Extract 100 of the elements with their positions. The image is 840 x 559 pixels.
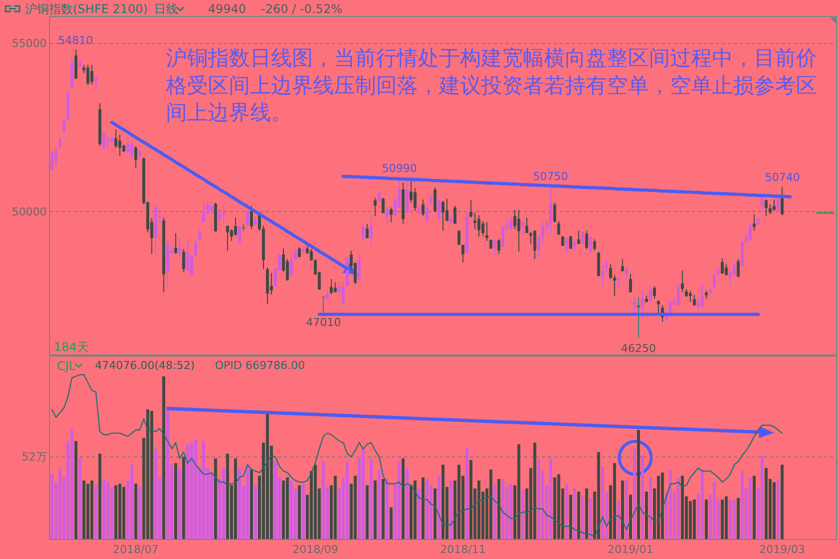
candlestick xyxy=(688,290,692,303)
candlestick xyxy=(162,217,166,293)
candlestick xyxy=(621,258,624,272)
candlestick xyxy=(525,217,528,234)
candlestick xyxy=(70,56,74,89)
bar xyxy=(764,468,768,539)
bar xyxy=(90,480,94,539)
candlestick xyxy=(450,215,452,225)
candlestick xyxy=(418,205,421,218)
candlestick xyxy=(772,198,776,212)
bar xyxy=(589,498,592,539)
bar xyxy=(370,458,373,539)
bar xyxy=(501,478,504,539)
candlestick xyxy=(533,230,536,260)
candlestick xyxy=(756,217,760,226)
bar xyxy=(334,476,337,539)
annotation: 184天 xyxy=(54,340,89,354)
bar xyxy=(102,478,106,539)
x-tick-label: 2018/07 xyxy=(112,543,159,556)
candlestick xyxy=(692,294,696,306)
candlestick xyxy=(565,237,568,254)
candlestick xyxy=(194,238,198,258)
bar xyxy=(314,464,317,539)
bar xyxy=(649,477,652,539)
bar xyxy=(660,472,664,539)
candlestick xyxy=(294,248,297,260)
candlestick xyxy=(402,182,405,225)
candlestick xyxy=(712,272,716,288)
candlestick xyxy=(648,285,652,302)
annotation: 沪铜指数日线图，当前行情处于构建宽幅横向盘整区间过程中，目前价格受区间上边界线压制回落，建议投资者若持有空单，空单止损参考区间上边界线。 xyxy=(165,46,817,125)
bar xyxy=(134,484,138,539)
bar xyxy=(573,488,576,539)
candlestick xyxy=(214,202,218,232)
candlestick xyxy=(74,49,78,80)
bar xyxy=(633,448,636,539)
candlestick xyxy=(250,205,253,230)
bar xyxy=(374,480,377,539)
candlestick xyxy=(589,235,592,254)
bar xyxy=(585,488,588,539)
bar xyxy=(613,463,616,539)
bar xyxy=(114,485,118,539)
bar xyxy=(434,488,436,539)
bar xyxy=(130,464,134,539)
candlestick xyxy=(266,266,269,304)
candlestick xyxy=(390,207,393,223)
candlestick xyxy=(760,194,764,214)
candlestick xyxy=(438,198,440,220)
candlestick xyxy=(637,296,640,338)
bar xyxy=(266,414,269,539)
candlestick xyxy=(700,283,704,308)
bar xyxy=(382,478,385,539)
candlestick xyxy=(453,205,456,225)
candlestick xyxy=(716,266,720,277)
bar xyxy=(378,469,381,539)
candlestick xyxy=(465,211,468,254)
candlestick xyxy=(708,286,712,295)
candlestick xyxy=(302,245,305,253)
candlestick xyxy=(629,273,632,293)
candlestick xyxy=(613,274,616,297)
bar xyxy=(597,452,600,539)
bar xyxy=(302,484,305,539)
text: 日线 xyxy=(154,2,178,16)
candlestick xyxy=(326,290,329,300)
candlestick xyxy=(521,220,524,236)
bar xyxy=(290,480,293,539)
bar xyxy=(238,468,241,539)
bar xyxy=(489,469,492,539)
candlestick xyxy=(704,290,708,300)
candlestick xyxy=(210,201,214,214)
bar xyxy=(398,462,401,539)
bar xyxy=(565,484,568,539)
bar xyxy=(422,477,425,539)
bar xyxy=(760,455,764,539)
bar xyxy=(406,468,409,539)
candlestick xyxy=(501,225,504,248)
bar xyxy=(457,464,460,539)
candlestick xyxy=(764,198,768,216)
bar xyxy=(668,469,672,539)
candlestick xyxy=(461,244,464,263)
candlestick xyxy=(226,225,230,252)
y-tick-label: 50000 xyxy=(12,205,47,218)
bar xyxy=(178,468,182,539)
candlestick xyxy=(54,147,58,167)
candlestick xyxy=(102,130,106,150)
candlestick xyxy=(680,270,684,293)
candlestick xyxy=(202,201,206,224)
candlestick xyxy=(493,239,496,256)
bar xyxy=(274,462,277,539)
candlestick xyxy=(94,76,98,92)
bar xyxy=(214,458,218,539)
bar xyxy=(162,376,166,539)
bar xyxy=(122,486,126,539)
candlestick xyxy=(752,214,756,232)
candlestick xyxy=(780,186,784,216)
bar xyxy=(553,477,556,539)
bar xyxy=(521,490,524,539)
bar xyxy=(641,455,644,539)
bar xyxy=(118,484,122,539)
candlestick xyxy=(720,258,724,274)
candlestick xyxy=(509,215,512,232)
